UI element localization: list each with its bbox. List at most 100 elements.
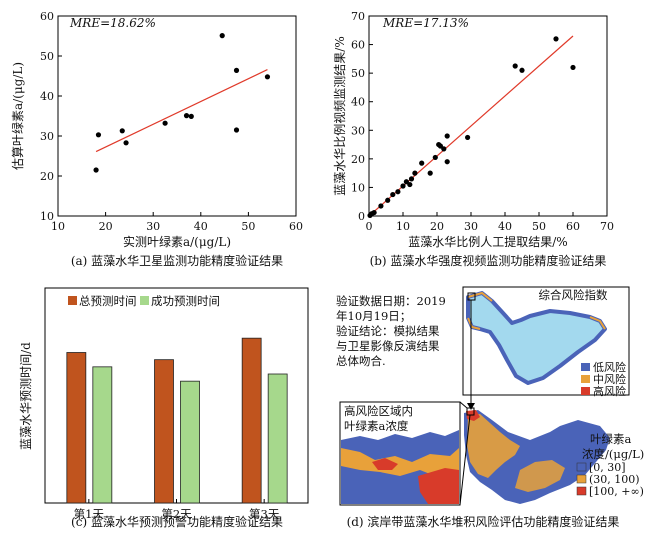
y-tick-label: 60: [40, 10, 54, 23]
chl-map-locator: [466, 407, 475, 416]
panel-c-caption: (c) 蓝藻水华预测预警功能精度验证结果: [71, 514, 283, 529]
panel-b-points: [367, 36, 576, 219]
risk-zone-shape: [466, 291, 607, 385]
chl-legend-mid: (30, 100): [589, 473, 640, 486]
x-tick-label: 20: [430, 220, 444, 233]
legend-label-success: 成功预测时间: [151, 294, 220, 308]
panel-a-caption: (a) 蓝藻水华卫星监测功能精度验证结果: [71, 253, 283, 268]
data-point: [95, 132, 102, 138]
data-point: [93, 167, 99, 173]
bar-total: [154, 359, 174, 504]
bar-total: [66, 352, 87, 504]
data-point: [123, 140, 129, 146]
chl-mid-band: [467, 414, 520, 478]
panel-a-points: [93, 33, 271, 173]
risk-zone-mid-edge: [467, 291, 606, 330]
y-tick-label: 10: [40, 210, 54, 223]
x-tick-label: 40: [194, 220, 208, 233]
panel-b-ylabel: 蓝藻水华比例视频监测结果/%: [332, 36, 347, 195]
bar-success: [267, 373, 288, 504]
panel-c: 第1天 第2天 第3天 总预测时间 成功预测时间 蓝藻水华预测时间/d (c) 蓝藻…: [19, 287, 309, 529]
panel-b-caption: (b) 蓝藻水华强度视频监测功能精度验证结果: [370, 253, 607, 268]
category-label: 第3天: [249, 507, 280, 521]
x-tick-label: 20: [99, 220, 113, 233]
x-tick-label: 40: [498, 220, 512, 233]
risk-legend-low: 低风险: [593, 360, 626, 374]
data-point: [264, 74, 271, 80]
note-line-4: 与卫星影像反演结果: [336, 339, 440, 353]
y-tick-label: 10: [351, 181, 365, 194]
data-point: [390, 191, 396, 198]
x-tick-label: 50: [241, 220, 255, 233]
x-tick-label: 10: [51, 220, 65, 233]
risk-legend-low-swatch: [581, 363, 590, 371]
data-point: [444, 159, 450, 165]
x-tick-label: 30: [464, 220, 478, 233]
panel-a-frame: [57, 15, 297, 217]
data-point: [233, 67, 240, 73]
note-line-5: 总体吻合.: [336, 354, 386, 368]
bar-success: [92, 366, 113, 504]
connector-arrowhead: [467, 403, 475, 410]
panel-b-ticks: 0 10 20 30 40 50 60 70 0 10 20 30 40 50 60 70: [351, 10, 614, 233]
chl-legend-swatch-high: [576, 486, 587, 496]
risk-legend-high-swatch: [581, 387, 590, 395]
data-point: [465, 134, 471, 141]
y-tick-label: 20: [351, 153, 365, 166]
data-point: [378, 203, 384, 209]
panel-c-legend: 总预测时间 成功预测时间: [68, 294, 220, 308]
panel-c-category-labels: 第1天 第2天 第3天: [74, 499, 280, 521]
y-tick-label: 40: [40, 90, 54, 103]
data-point: [400, 183, 406, 189]
note-line-3: 验证结论：模拟结果: [336, 324, 440, 338]
x-tick-label: 50: [532, 220, 546, 233]
panel-b-mre: MRE=17.13%: [382, 16, 469, 30]
panel-a-ticks: 10 20 30 40 50 60 10 20 30 40 50 60: [40, 10, 303, 233]
x-tick-label: 10: [396, 220, 410, 233]
data-point: [444, 133, 450, 139]
panel-b-fit-line: [368, 35, 574, 217]
y-tick-label: 50: [351, 67, 365, 80]
y-tick-label: 50: [40, 50, 54, 63]
inset-high: [372, 458, 459, 504]
risk-map: 综合风险指数 低风险 中风险 高风险: [462, 286, 630, 398]
data-point: [441, 146, 447, 152]
data-point: [519, 67, 525, 73]
data-point: [427, 170, 433, 176]
chl-legend-high: [100, +∞): [589, 485, 644, 498]
data-point: [512, 63, 518, 69]
data-point: [183, 113, 190, 119]
chl-legend-title-2: 浓度/(μg/L): [582, 447, 644, 461]
panel-d-caption: (d) 滨岸带蓝藻水华堆积风险评估功能精度验证结果: [347, 514, 620, 529]
x-tick-label: 0: [366, 220, 373, 233]
data-point: [412, 170, 418, 176]
data-point: [419, 160, 425, 166]
x-tick-label: 60: [566, 220, 580, 233]
inset-title-2: 叶绿素a浓度: [344, 419, 409, 433]
inset-mid: [341, 448, 459, 478]
y-tick-label: 30: [351, 124, 365, 137]
chl-legend-title-1: 叶绿素a: [590, 432, 631, 446]
legend-swatch-total: [68, 296, 77, 305]
inset-connector-top: [459, 401, 468, 409]
data-point: [119, 128, 125, 134]
panel-a-xlabel: 实测叶绿素a/(μg/L): [123, 234, 231, 249]
data-point: [233, 127, 240, 133]
bar-total: [241, 337, 262, 504]
bar-success: [180, 380, 200, 504]
y-tick-label: 40: [351, 96, 365, 109]
data-point: [385, 197, 391, 203]
risk-legend-mid-swatch: [581, 375, 590, 383]
y-tick-label: 20: [40, 170, 54, 183]
chl-legend-low: [0, 30]: [589, 461, 626, 474]
data-point: [407, 181, 413, 188]
note-line-1: 验证数据日期：2019: [336, 294, 446, 308]
chl-mid-band-2: [515, 460, 565, 492]
panel-c-bars: [66, 337, 288, 504]
inset-title-1: 高风险区域内: [344, 404, 413, 418]
chl-inset: 高风险区域内 叶绿素a浓度: [339, 401, 461, 506]
panel-a-mre: MRE=18.62%: [69, 16, 156, 30]
panel-c-ylabel: 蓝藻水华预测时间/d: [19, 342, 33, 450]
panel-b-frame: [368, 15, 608, 217]
chl-legend-swatch-low: [576, 462, 587, 472]
